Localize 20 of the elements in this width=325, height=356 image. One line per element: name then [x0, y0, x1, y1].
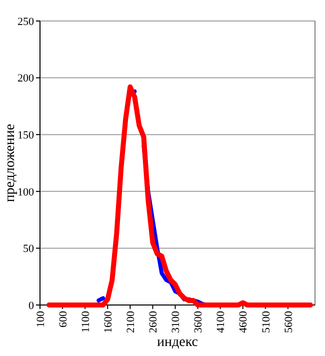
- y-tick-label: 200: [18, 72, 34, 85]
- y-tick-label: 250: [18, 16, 34, 28]
- x-tick-label: 100: [34, 310, 47, 328]
- x-tick-label: 3100: [170, 310, 182, 333]
- x-tick-label: 600: [57, 310, 70, 328]
- x-tick-label: 2600: [148, 310, 160, 333]
- y-axis-title: предложение: [3, 124, 18, 202]
- x-tick-label: 1600: [102, 310, 114, 333]
- x-axis-title: индекс: [157, 335, 198, 350]
- y-tick-label: 50: [23, 243, 34, 256]
- y-tick-label: 0: [28, 300, 34, 312]
- x-tick-label: 4600: [238, 310, 250, 333]
- x-tick-label: 5100: [260, 310, 272, 333]
- x-tick-label: 4100: [215, 310, 228, 333]
- x-tick-label: 5600: [282, 310, 295, 333]
- x-tick-label: 2100: [125, 310, 138, 333]
- y-tick-label: 100: [18, 186, 34, 198]
- x-tick-label: 1100: [80, 310, 92, 333]
- x-tick-label: 3600: [192, 310, 205, 333]
- y-tick-label: 150: [18, 129, 34, 142]
